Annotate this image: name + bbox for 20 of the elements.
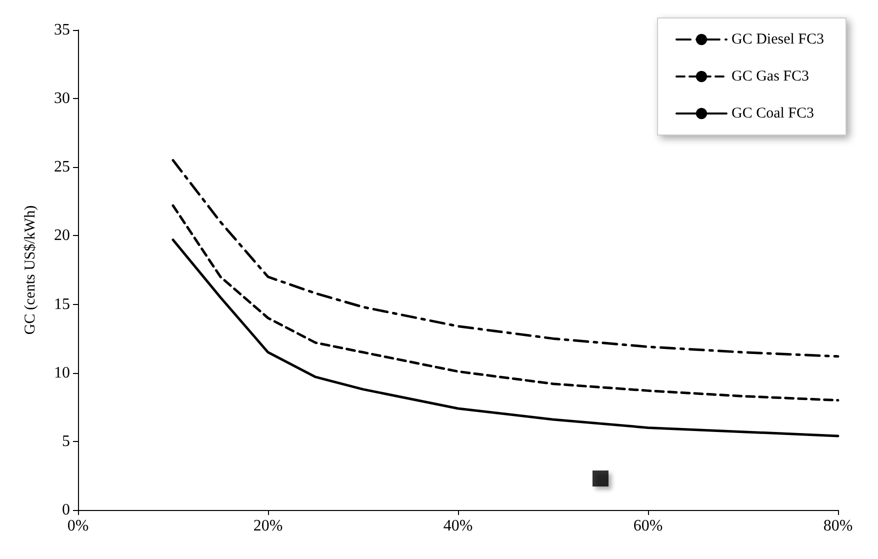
y-tick-label: 15 bbox=[54, 296, 70, 313]
y-tick-label: 10 bbox=[54, 364, 70, 382]
line-series bbox=[172, 204, 840, 402]
x-tick-label: 40% bbox=[443, 518, 473, 534]
line-series bbox=[172, 159, 840, 358]
legend-label: GC Coal FC3 bbox=[731, 106, 814, 122]
y-tick-label: 30 bbox=[54, 90, 70, 108]
line-series bbox=[172, 238, 840, 438]
x-tick-label: 0% bbox=[67, 518, 89, 534]
x-tick-label: 80% bbox=[823, 518, 853, 534]
x-tick-label: 20% bbox=[253, 518, 283, 534]
legend-label: GC Gas FC3 bbox=[731, 68, 810, 84]
y-tick-label: 35 bbox=[54, 22, 70, 38]
y-tick-label: 5 bbox=[62, 432, 70, 450]
y-tick-label: 20 bbox=[54, 227, 70, 244]
y-tick-label: 25 bbox=[54, 158, 70, 176]
y-tick-label: 0 bbox=[62, 502, 70, 518]
x-tick-label: 60% bbox=[633, 518, 663, 534]
y-axis-title: GC (cents US$/kWh) bbox=[22, 205, 38, 335]
legend-label: GC Diesel FC3 bbox=[731, 32, 824, 48]
